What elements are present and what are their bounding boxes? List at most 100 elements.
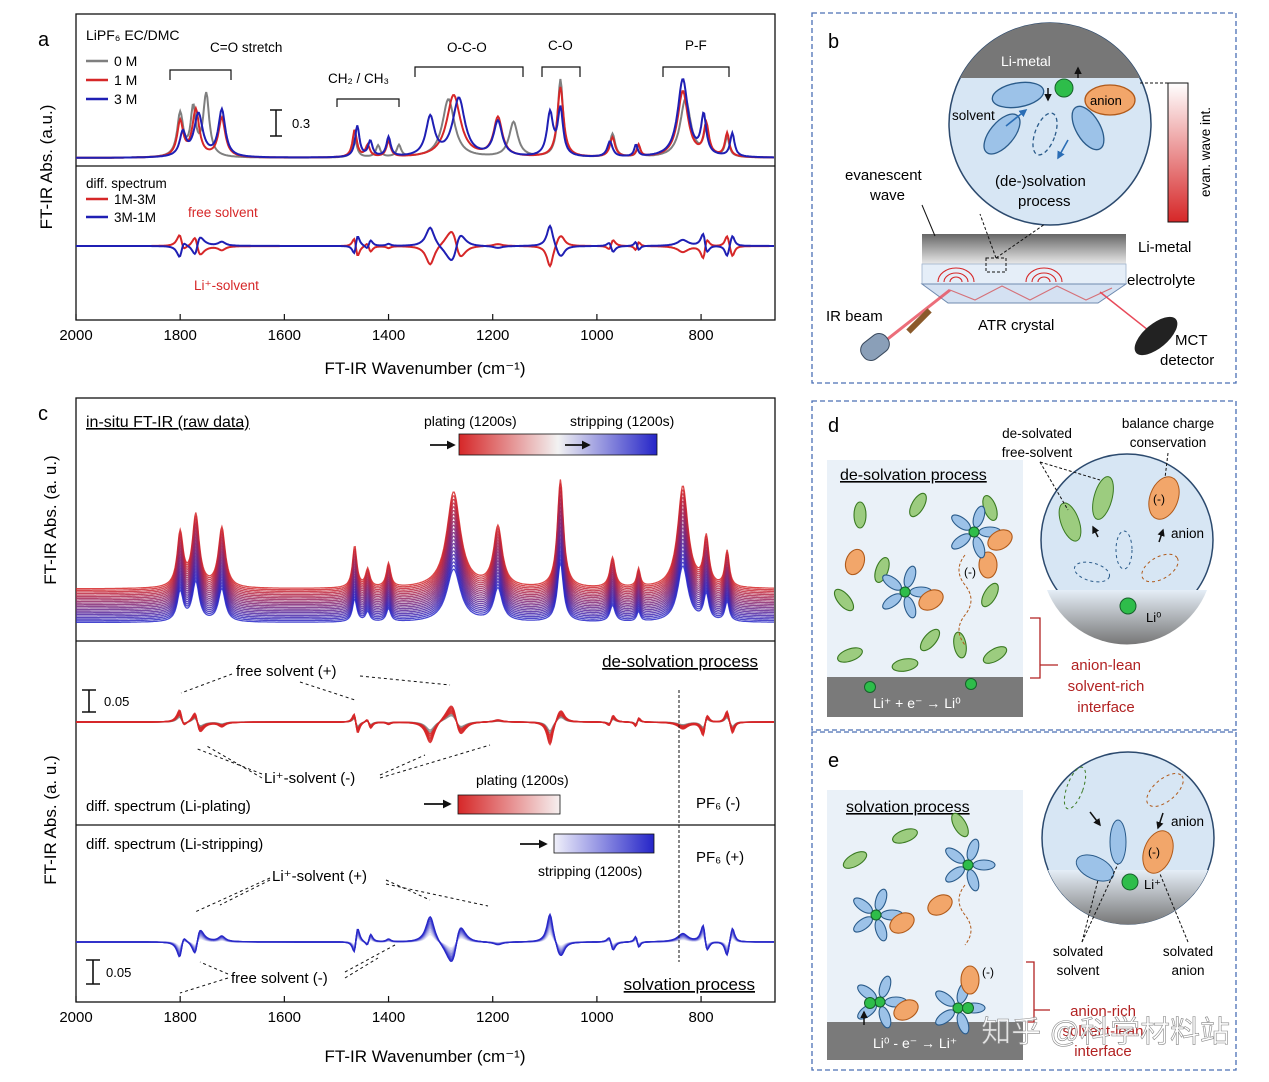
molecule xyxy=(842,851,868,869)
d-anion-minus: (-) xyxy=(1153,492,1165,506)
e-bracket xyxy=(1026,961,1050,1023)
e-solvated-2: solvated xyxy=(1163,944,1213,959)
d-li-atom-1 xyxy=(864,681,876,693)
ir-beam-label: IR beam xyxy=(826,308,883,325)
panel-letter-d: d xyxy=(828,415,839,437)
li-ion-cluster xyxy=(968,526,980,538)
xlabel-a: FT-IR Wavenumber (cm⁻¹) xyxy=(324,359,525,378)
panel-letter-c: c xyxy=(38,403,48,425)
e-liplus-label: Li⁺ xyxy=(1144,877,1161,892)
watermark: 知乎 @科学材料站 xyxy=(981,1016,1230,1049)
scale-c2: 0.05 xyxy=(106,965,131,980)
xtick-label: 1600 xyxy=(268,327,301,344)
e-interface-1: anion-rich xyxy=(1070,1003,1136,1020)
molecule xyxy=(837,647,863,663)
molecule xyxy=(919,628,941,652)
xtick-label: 1200 xyxy=(476,327,509,344)
bracket-pf xyxy=(662,66,730,77)
panel-d-border xyxy=(811,400,1237,731)
panel-a-diff-spectra xyxy=(76,224,774,268)
e-ptr-3 xyxy=(1159,873,1189,943)
li-minus-label: Li⁺-solvent (-) xyxy=(264,770,355,787)
d-conservation: conservation xyxy=(1130,435,1207,450)
d-ptr-1 xyxy=(1039,461,1101,481)
evanescent-rings xyxy=(937,267,1063,283)
zoom-li-metal-label: Li-metal xyxy=(1001,53,1051,69)
d-li-atom-2 xyxy=(965,678,977,690)
molecule xyxy=(893,999,919,1021)
arrow-blue-1 xyxy=(1005,109,1028,127)
free-minus-label: free solvent (-) xyxy=(231,970,328,987)
band-co-stretch: C=O stretch xyxy=(210,40,282,55)
molecule xyxy=(981,582,999,608)
bracket-co-stretch xyxy=(169,69,232,80)
d-interface-1: anion-lean xyxy=(1071,657,1141,674)
d-bracket xyxy=(1030,617,1058,679)
plating-bar-label: plating (1200s) xyxy=(424,413,517,429)
e-solvent-1 xyxy=(1075,854,1115,882)
xtick-label: 2000 xyxy=(59,327,92,344)
band-oco: O-C-O xyxy=(447,40,487,55)
polarizer xyxy=(906,308,932,334)
legend-0m: 0 M xyxy=(114,53,137,69)
molecule xyxy=(960,965,980,995)
li-ion-cluster xyxy=(899,586,911,598)
molecule xyxy=(927,894,953,916)
evan-intensity-bar xyxy=(1167,82,1189,223)
scale-c1: 0.05 xyxy=(104,694,129,709)
e-title: solvation process xyxy=(846,799,970,816)
d-title: de-solvation process xyxy=(840,467,987,484)
molecule xyxy=(953,631,967,659)
molecule xyxy=(918,589,944,611)
solvent-label: solvent xyxy=(952,108,995,123)
e-ptr-1 xyxy=(1081,879,1099,943)
e-anion-label-2: anion xyxy=(1171,963,1204,978)
li-ion-cluster xyxy=(962,859,974,871)
e-arrow-2 xyxy=(1156,812,1164,830)
xtick-label: 1400 xyxy=(372,1009,405,1026)
e-solvent-label: solvent xyxy=(1057,963,1100,978)
ylabel-c-top: FT-IR Abs. (a. u.) xyxy=(41,455,60,584)
evan-int-label: evan. wave int. xyxy=(1198,107,1213,197)
zoom-li-metal xyxy=(960,22,1140,78)
legend-3m: 3 M xyxy=(114,91,137,107)
xtick-label: 1400 xyxy=(372,327,405,344)
free-plus-pointers xyxy=(180,673,451,701)
solvent-ellipse-1 xyxy=(991,81,1045,109)
ir-beam xyxy=(879,288,951,347)
d-free-solvent-2 xyxy=(1058,502,1082,542)
panel-letter-a: a xyxy=(38,29,50,51)
stripping-bar-label: stripping (1200s) xyxy=(570,413,674,429)
d-free-solvent-label: free-solvent xyxy=(1002,445,1073,460)
li-plus-label: Li⁺-solvent (+) xyxy=(272,868,367,885)
e-ptr-2 xyxy=(1081,863,1119,943)
free-minus-pointers xyxy=(179,944,396,994)
diff-legend-2: 3M-1M xyxy=(114,210,156,225)
e-li-atom xyxy=(1121,873,1139,891)
molecule xyxy=(891,658,919,672)
e-molecules xyxy=(842,812,996,1035)
scale-label-a: 0.3 xyxy=(292,116,310,131)
d-molecules xyxy=(833,492,1013,672)
solvent-ellipse-3 xyxy=(1071,105,1105,151)
stripping-colorbar xyxy=(553,833,655,854)
diff-plating-label: diff. spectrum (Li-plating) xyxy=(86,798,251,815)
li-ion-cluster xyxy=(952,1002,964,1014)
li-ion-cluster xyxy=(874,996,886,1008)
electrolyte-layer xyxy=(921,263,1127,285)
e-anion-minus: (-) xyxy=(1148,845,1160,859)
d-interface-3: interface xyxy=(1077,699,1135,716)
anion-ellipse xyxy=(1084,84,1136,116)
diff-stripping-label: diff. spectrum (Li-stripping) xyxy=(86,836,263,853)
xtick-label: 1800 xyxy=(163,1009,196,1026)
solvent-ellipse-2 xyxy=(983,113,1021,155)
ir-source xyxy=(860,333,890,361)
panel-e: e solvation process Li⁰ - e⁻ → Li⁺ (-) a… xyxy=(811,731,1237,1071)
atr-label: ATR crystal xyxy=(978,317,1054,334)
d-dashed-3 xyxy=(1141,553,1179,583)
annot-free-solvent: free solvent xyxy=(188,205,258,220)
atr-crystal xyxy=(920,283,1128,304)
d-free-solvent-1 xyxy=(1092,476,1114,520)
e-anion xyxy=(1142,830,1174,874)
li-ion xyxy=(1054,78,1074,98)
